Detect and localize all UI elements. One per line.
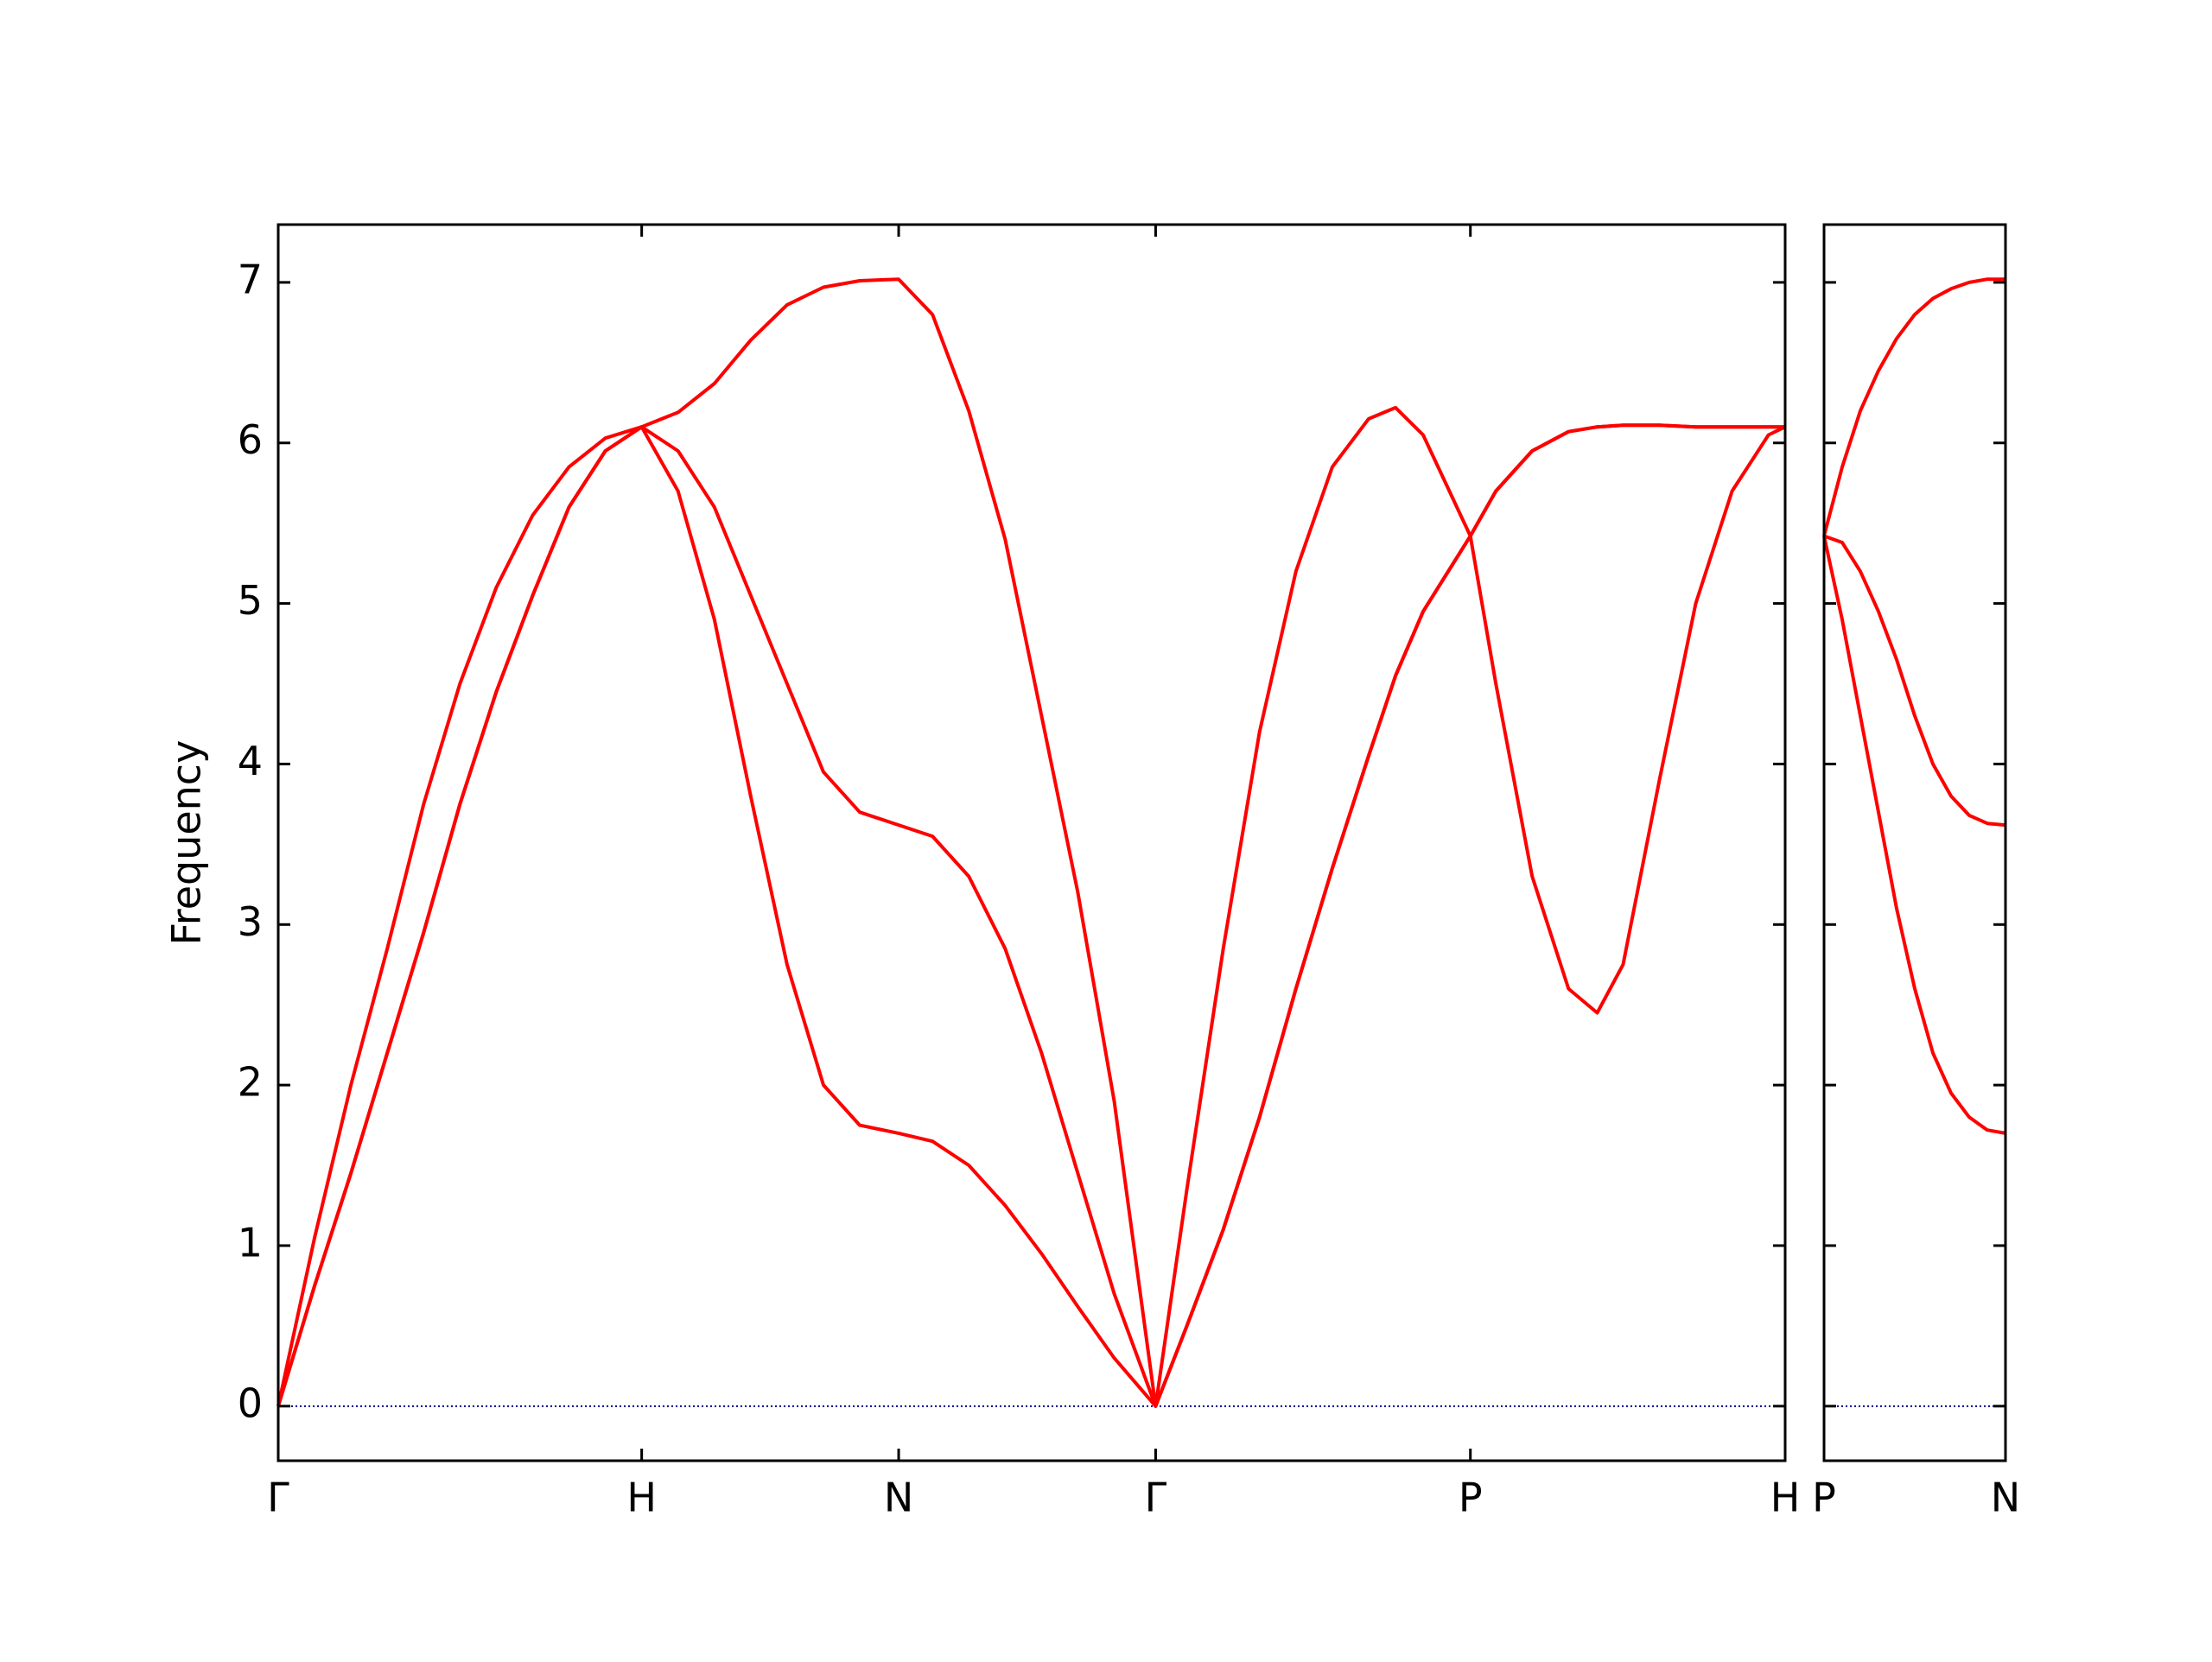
y-tick-label: 5 (238, 577, 263, 624)
x-tick-label: P (1812, 1475, 1836, 1521)
plot-frame (1822, 223, 2007, 1462)
y-axis-label: Frequency (163, 740, 210, 946)
x-tick-label: H (626, 1475, 657, 1521)
y-tick-label: 6 (238, 416, 263, 463)
x-tick-label: Γ (267, 1475, 289, 1521)
band-line (1822, 277, 2005, 537)
x-tick-label: H (1770, 1475, 1801, 1521)
y-tick-label: 2 (238, 1059, 263, 1106)
y-tick-label: 0 (238, 1380, 263, 1426)
y-tick-label: 4 (238, 738, 263, 784)
x-tick-label: Γ (1145, 1475, 1167, 1521)
y-tick-label: 3 (238, 898, 263, 945)
x-tick-label: N (884, 1475, 913, 1521)
plot-frame (276, 223, 1787, 1462)
band-line (1823, 534, 2006, 828)
y-tick-label: 7 (238, 256, 263, 302)
x-tick-label: P (1459, 1475, 1483, 1521)
y-tick-label: 1 (238, 1219, 263, 1266)
x-tick-label: N (1991, 1475, 2020, 1521)
band-line (1822, 536, 2006, 1135)
band-line (276, 277, 1785, 1408)
